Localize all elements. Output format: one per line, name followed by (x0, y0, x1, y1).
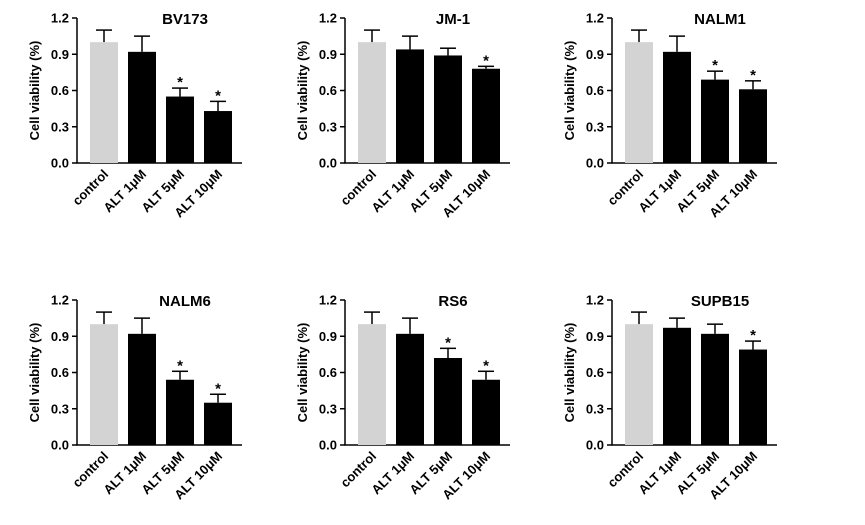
bar-alt-10-m (204, 402, 232, 445)
y-tick-label: 1.2 (319, 11, 337, 26)
y-tick-label: 0.6 (319, 365, 337, 380)
bar-alt-1-m (663, 327, 691, 445)
bar-alt-10-m (204, 111, 232, 163)
y-tick-label: 0.0 (51, 438, 69, 453)
y-tick-label: 0.6 (586, 83, 604, 98)
y-tick-label: 0.6 (51, 365, 69, 380)
significance-star: * (750, 67, 756, 84)
y-tick-label: 0.0 (586, 156, 604, 171)
y-tick-label: 0.0 (586, 438, 604, 453)
y-tick-label: 1.2 (51, 11, 69, 26)
chart-title: NALM1 (694, 11, 746, 28)
significance-star: * (215, 380, 221, 397)
y-tick-label: 0.0 (51, 156, 69, 171)
bar-alt-5-m (701, 333, 729, 445)
bar-alt-5-m (166, 379, 194, 445)
y-axis-label: Cell viability (%) (27, 323, 42, 423)
y-tick-label: 0.9 (586, 47, 604, 62)
bar-alt-1-m (396, 49, 424, 163)
y-tick-label: 0.6 (51, 83, 69, 98)
bar-alt-1-m (128, 333, 156, 445)
y-axis-label: Cell viability (%) (295, 41, 310, 141)
y-axis-label: Cell viability (%) (27, 41, 42, 141)
bar-control (90, 42, 118, 163)
bar-alt-1-m (128, 51, 156, 164)
y-axis-label: Cell viability (%) (295, 323, 310, 423)
significance-star: * (215, 87, 221, 104)
bar-alt-5-m (434, 358, 462, 445)
significance-star: * (750, 327, 756, 344)
bar-alt-10-m (472, 68, 500, 163)
bar-control (625, 324, 653, 445)
y-axis-label: Cell viability (%) (562, 323, 577, 423)
bar-alt-10-m (739, 349, 767, 445)
bar-control (358, 324, 386, 445)
chart-title: BV173 (162, 11, 208, 28)
y-tick-label: 1.2 (51, 293, 69, 308)
significance-star: * (445, 334, 451, 351)
y-tick-label: 0.3 (586, 119, 604, 134)
bar-alt-1-m (663, 51, 691, 164)
bar-control (625, 42, 653, 163)
chart-title: JM-1 (436, 11, 470, 28)
y-tick-label: 0.9 (586, 329, 604, 344)
y-tick-label: 0.9 (51, 47, 69, 62)
bar-control (90, 324, 118, 445)
y-tick-label: 0.3 (51, 401, 69, 416)
y-tick-label: 0.3 (319, 119, 337, 134)
bar-alt-5-m (701, 79, 729, 163)
y-tick-label: 0.9 (51, 329, 69, 344)
y-tick-label: 1.2 (319, 293, 337, 308)
y-tick-label: 0.6 (586, 365, 604, 380)
bar-control (358, 42, 386, 163)
bar-alt-5-m (166, 96, 194, 163)
significance-star: * (712, 57, 718, 74)
y-tick-label: 0.0 (319, 156, 337, 171)
y-axis-label: Cell viability (%) (562, 41, 577, 141)
y-tick-label: 0.6 (319, 83, 337, 98)
y-tick-label: 0.9 (319, 47, 337, 62)
significance-star: * (483, 52, 489, 69)
bar-alt-10-m (472, 379, 500, 445)
bar-alt-10-m (739, 89, 767, 163)
y-tick-label: 0.3 (51, 119, 69, 134)
y-tick-label: 0.3 (586, 401, 604, 416)
y-tick-label: 0.3 (319, 401, 337, 416)
y-tick-label: 0.0 (319, 438, 337, 453)
chart-title: RS6 (438, 293, 467, 310)
chart-title: SUPB15 (691, 293, 749, 310)
significance-star: * (177, 357, 183, 374)
significance-star: * (177, 74, 183, 91)
y-tick-label: 0.9 (319, 329, 337, 344)
significance-star: * (483, 357, 489, 374)
y-tick-label: 1.2 (586, 293, 604, 308)
bar-alt-1-m (396, 333, 424, 445)
y-tick-label: 1.2 (586, 11, 604, 26)
chart-title: NALM6 (159, 293, 211, 310)
bar-alt-5-m (434, 55, 462, 164)
